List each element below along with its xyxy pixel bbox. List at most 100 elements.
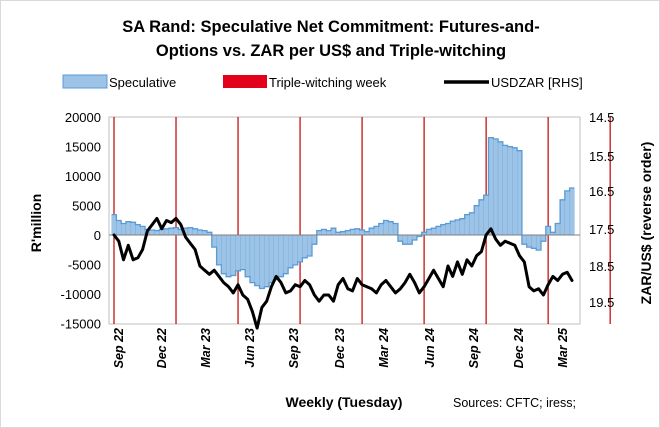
chart-title-line2: Options vs. ZAR per US$ and Triple-witch… [156,42,506,60]
speculative-bar [273,235,279,280]
speculative-bar [497,141,503,236]
speculative-bar [559,199,565,236]
plot-area-border [108,116,581,325]
speculative-bar [531,235,537,249]
speculative-bar [526,235,532,248]
speculative-bar [407,235,413,245]
speculative-bar [474,205,480,236]
speculative-bar [216,235,222,265]
y-right-tick-label: 18.5 [589,259,614,274]
y-left-tick-label: -15000 [61,317,101,332]
speculative-bar [564,190,570,236]
speculative-bar [311,235,317,245]
speculative-bar [221,235,227,274]
x-tick-label: Jun 24 [423,328,437,368]
speculative-bar [135,224,141,236]
speculative-bar [459,218,465,236]
speculative-bar [121,223,127,236]
speculative-bar [197,229,203,236]
speculative-bar [354,228,360,236]
speculative-bar [321,229,327,236]
speculative-bar [254,235,260,286]
speculative-bar [240,235,246,270]
speculative-bar [397,235,403,242]
speculative-bar [369,228,375,236]
y-left-tick-label: 20000 [65,110,101,125]
speculative-bar [450,220,456,236]
speculative-bar [249,235,255,283]
y-left-tick-label: -10000 [61,287,101,302]
y-right-tick-label: 14.5 [589,110,614,125]
y-right-tick-label: 17.5 [589,222,614,237]
speculative-bar [211,235,217,248]
speculative-bar [569,187,575,236]
speculative-bar [388,221,394,236]
speculative-bar [116,220,122,236]
speculative-bar [445,223,451,236]
speculative-bar [111,214,117,236]
speculative-bar [278,235,284,277]
x-tick-label: Jun 23 [243,328,257,368]
speculative-bar [283,235,289,274]
source-note: Sources: CFTC; iress; [453,396,576,410]
chart-title-line1: SA Rand: Speculative Net Commitment: Fut… [122,18,539,36]
speculative-bar [225,235,232,277]
x-tick-label: Sep 24 [467,328,481,368]
speculative-bar [378,223,384,236]
speculative-bar [464,214,470,236]
speculative-bar [288,235,294,268]
y-left-tick-label: 0 [94,228,101,243]
usdzar-line [112,216,574,330]
speculative-bar [268,235,274,283]
speculative-bar [130,222,136,236]
x-tick-label: Sep 23 [287,328,301,368]
speculative-bar [435,226,441,236]
speculative-bar [264,235,270,287]
x-tick-label: Sep 22 [112,328,126,368]
speculative-bar [330,228,336,236]
speculative-bar [521,235,527,245]
speculative-bar [483,194,489,236]
speculative-bar [173,227,179,236]
speculative-bar [512,147,518,236]
speculative-bar [412,235,418,241]
speculative-bar [431,228,437,236]
y-right-tick-label: 19.5 [589,295,614,310]
x-tick-label: Dec 22 [155,328,169,368]
speculative-bar [426,229,432,236]
x-tick-label: Mar 24 [377,328,391,368]
speculative-bar [359,229,365,236]
speculative-bar [383,220,389,236]
y-left-tick-label: 5000 [72,199,101,214]
speculative-bar [545,226,551,236]
legend-label-speculative: Speculative [109,75,176,90]
speculative-bar [540,235,546,242]
x-axis: Sep 22 Dec 22 Mar 23 Jun 23 Sep 23 Dec 2… [112,327,570,368]
speculative-bar [373,226,379,236]
y-axis-right-title: ZAR/US$ (reverse order) [638,142,654,305]
speculative-bar [440,224,446,236]
speculative-bar [297,235,303,263]
legend: Speculative Triple-witching week USDZAR … [62,74,583,90]
speculative-outline [111,137,575,290]
speculative-bar [259,235,265,289]
speculative-bar [402,235,408,245]
legend-label-triple-witching: Triple-witching week [269,75,387,90]
speculative-bar [502,145,508,236]
speculative-bar [302,235,308,258]
x-tick-label: Mar 25 [556,327,570,368]
speculative-bar [469,212,475,236]
speculative-bar [125,221,131,236]
speculative-bar [536,235,542,251]
y-right-tick-label: 15.5 [589,149,614,164]
x-tick-label: Dec 24 [512,328,526,368]
speculative-bar [307,235,313,257]
legend-swatch-speculative [62,74,108,89]
speculative-bar [230,235,236,276]
y-left-tick-label: 10000 [65,169,101,184]
y-axis-right: 14.5 15.5 16.5 17.5 18.5 19.5 [589,110,614,310]
speculative-bar [493,138,499,236]
speculative-bar [245,235,251,277]
